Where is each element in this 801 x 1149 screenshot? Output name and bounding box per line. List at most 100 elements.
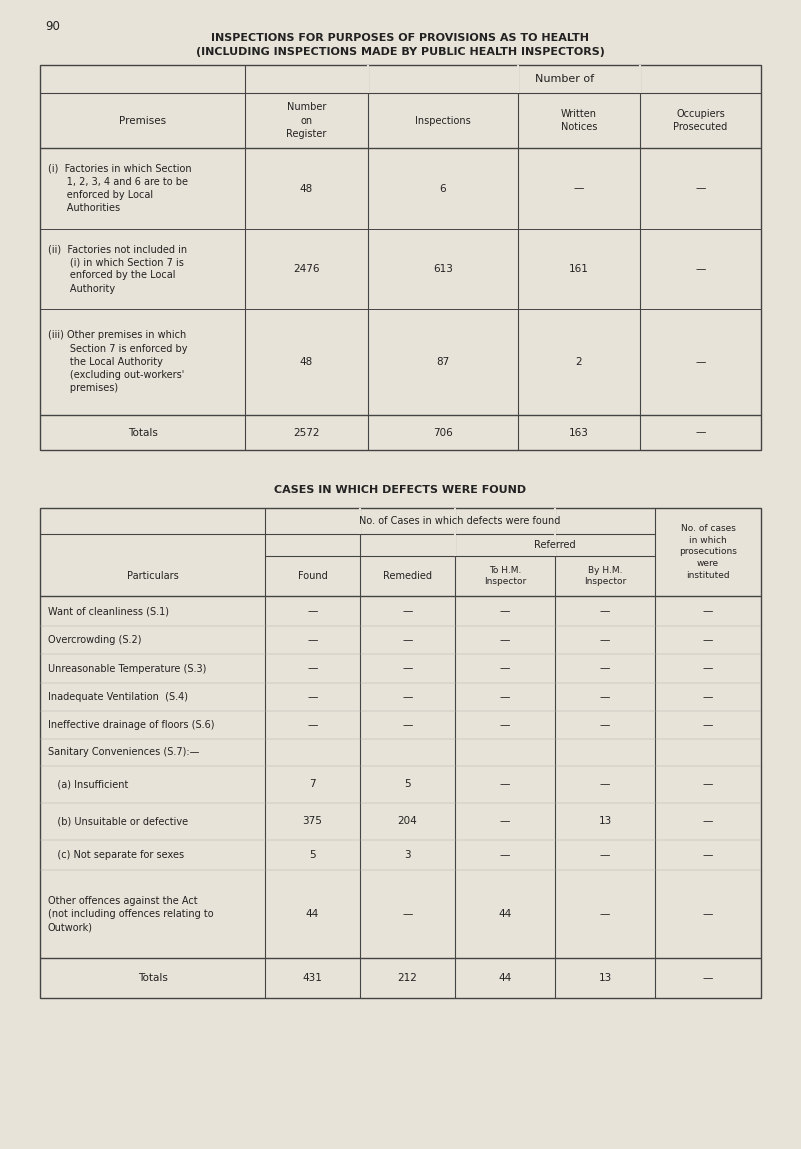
Text: 87: 87 [437, 357, 449, 367]
Text: Overcrowding (S.2): Overcrowding (S.2) [48, 635, 142, 646]
Text: —: — [308, 692, 318, 702]
Text: Occupiers
Prosecuted: Occupiers Prosecuted [674, 109, 727, 132]
Text: 44: 44 [498, 973, 512, 984]
Text: —: — [308, 635, 318, 646]
Text: Inadequate Ventilation  (S.4): Inadequate Ventilation (S.4) [48, 692, 188, 702]
Text: 2572: 2572 [293, 427, 320, 438]
Text: 44: 44 [498, 909, 512, 919]
Text: —: — [402, 692, 413, 702]
Text: —: — [702, 850, 713, 861]
Text: 48: 48 [300, 357, 313, 367]
Text: —: — [695, 264, 706, 273]
Text: —: — [695, 184, 706, 193]
Text: INSPECTIONS FOR PURPOSES OF PROVISIONS AS TO HEALTH: INSPECTIONS FOR PURPOSES OF PROVISIONS A… [211, 33, 589, 43]
Text: Unreasonable Temperature (S.3): Unreasonable Temperature (S.3) [48, 663, 207, 673]
Text: (i)  Factories in which Section
      1, 2, 3, 4 and 6 are to be
      enforced : (i) Factories in which Section 1, 2, 3, … [48, 164, 191, 214]
Text: (iii) Other premises in which
       Section 7 is enforced by
       the Local A: (iii) Other premises in which Section 7 … [48, 331, 187, 393]
Text: Particulars: Particulars [127, 571, 179, 581]
Text: —: — [500, 663, 510, 673]
Text: 212: 212 [397, 973, 417, 984]
Text: Inspections: Inspections [415, 116, 471, 125]
Text: 90: 90 [45, 20, 60, 33]
Text: —: — [702, 607, 713, 616]
Text: —: — [600, 719, 610, 730]
Text: —: — [702, 663, 713, 673]
Text: By H.M.
Inspector: By H.M. Inspector [584, 565, 626, 586]
Text: —: — [695, 427, 706, 438]
Text: (ii)  Factories not included in
       (i) in which Section 7 is
       enforced: (ii) Factories not included in (i) in wh… [48, 244, 187, 294]
Text: Sanitary Conveniences (S.7):—: Sanitary Conveniences (S.7):— [48, 747, 199, 757]
Text: Totals: Totals [127, 427, 158, 438]
Text: —: — [574, 184, 584, 193]
Text: —: — [600, 607, 610, 616]
Text: —: — [702, 635, 713, 646]
Text: 375: 375 [303, 817, 323, 826]
Text: 2476: 2476 [293, 264, 320, 273]
Text: —: — [702, 973, 713, 984]
Text: —: — [402, 909, 413, 919]
Text: —: — [702, 719, 713, 730]
Text: 431: 431 [303, 973, 323, 984]
Text: —: — [500, 779, 510, 789]
Text: Other offences against the Act
(not including offences relating to
Outwork): Other offences against the Act (not incl… [48, 896, 214, 932]
Text: —: — [600, 850, 610, 861]
Text: Remedied: Remedied [383, 571, 432, 581]
Text: —: — [308, 719, 318, 730]
Text: 163: 163 [569, 427, 589, 438]
Text: No. of cases
in which
prosecutions
were
instituted: No. of cases in which prosecutions were … [679, 524, 737, 580]
Text: —: — [600, 663, 610, 673]
Text: Premises: Premises [119, 116, 166, 125]
Text: Referred: Referred [534, 540, 576, 550]
Text: (a) Insufficient: (a) Insufficient [48, 779, 128, 789]
Text: 5: 5 [405, 779, 411, 789]
Text: —: — [702, 692, 713, 702]
Text: 706: 706 [433, 427, 453, 438]
Text: 5: 5 [309, 850, 316, 861]
Text: —: — [402, 663, 413, 673]
Text: —: — [500, 692, 510, 702]
Text: —: — [500, 817, 510, 826]
Text: 48: 48 [300, 184, 313, 193]
Text: —: — [600, 779, 610, 789]
Text: 161: 161 [569, 264, 589, 273]
Text: 13: 13 [598, 973, 612, 984]
Text: —: — [702, 817, 713, 826]
Bar [40, 508, 761, 998]
Text: (c) Not separate for sexes: (c) Not separate for sexes [48, 850, 184, 861]
Text: Number of: Number of [535, 74, 594, 84]
Text: 7: 7 [309, 779, 316, 789]
Text: Written
Notices: Written Notices [561, 109, 598, 132]
Text: 3: 3 [405, 850, 411, 861]
Text: —: — [500, 635, 510, 646]
Text: —: — [402, 719, 413, 730]
Bar [40, 65, 761, 450]
Text: —: — [500, 850, 510, 861]
Text: —: — [402, 607, 413, 616]
Text: No. of Cases in which defects were found: No. of Cases in which defects were found [360, 516, 561, 526]
Text: (INCLUDING INSPECTIONS MADE BY PUBLIC HEALTH INSPECTORS): (INCLUDING INSPECTIONS MADE BY PUBLIC HE… [195, 47, 605, 57]
Text: —: — [500, 719, 510, 730]
Text: Found: Found [298, 571, 328, 581]
Text: —: — [600, 909, 610, 919]
Text: —: — [695, 357, 706, 367]
Text: (b) Unsuitable or defective: (b) Unsuitable or defective [48, 817, 188, 826]
Text: Totals: Totals [138, 973, 167, 984]
Text: To H.M.
Inspector: To H.M. Inspector [484, 565, 526, 586]
Text: Number
on
Register: Number on Register [286, 102, 327, 139]
Text: 44: 44 [306, 909, 319, 919]
Text: 6: 6 [440, 184, 446, 193]
Text: —: — [500, 607, 510, 616]
Text: —: — [702, 909, 713, 919]
Text: —: — [600, 635, 610, 646]
Text: 2: 2 [576, 357, 582, 367]
Text: 204: 204 [397, 817, 417, 826]
Text: CASES IN WHICH DEFECTS WERE FOUND: CASES IN WHICH DEFECTS WERE FOUND [274, 485, 526, 495]
Text: Ineffective drainage of floors (S.6): Ineffective drainage of floors (S.6) [48, 719, 215, 730]
Text: Want of cleanliness (S.1): Want of cleanliness (S.1) [48, 607, 169, 616]
Text: —: — [308, 663, 318, 673]
Text: —: — [600, 692, 610, 702]
Text: 613: 613 [433, 264, 453, 273]
Text: 13: 13 [598, 817, 612, 826]
Text: —: — [308, 607, 318, 616]
Text: —: — [702, 779, 713, 789]
